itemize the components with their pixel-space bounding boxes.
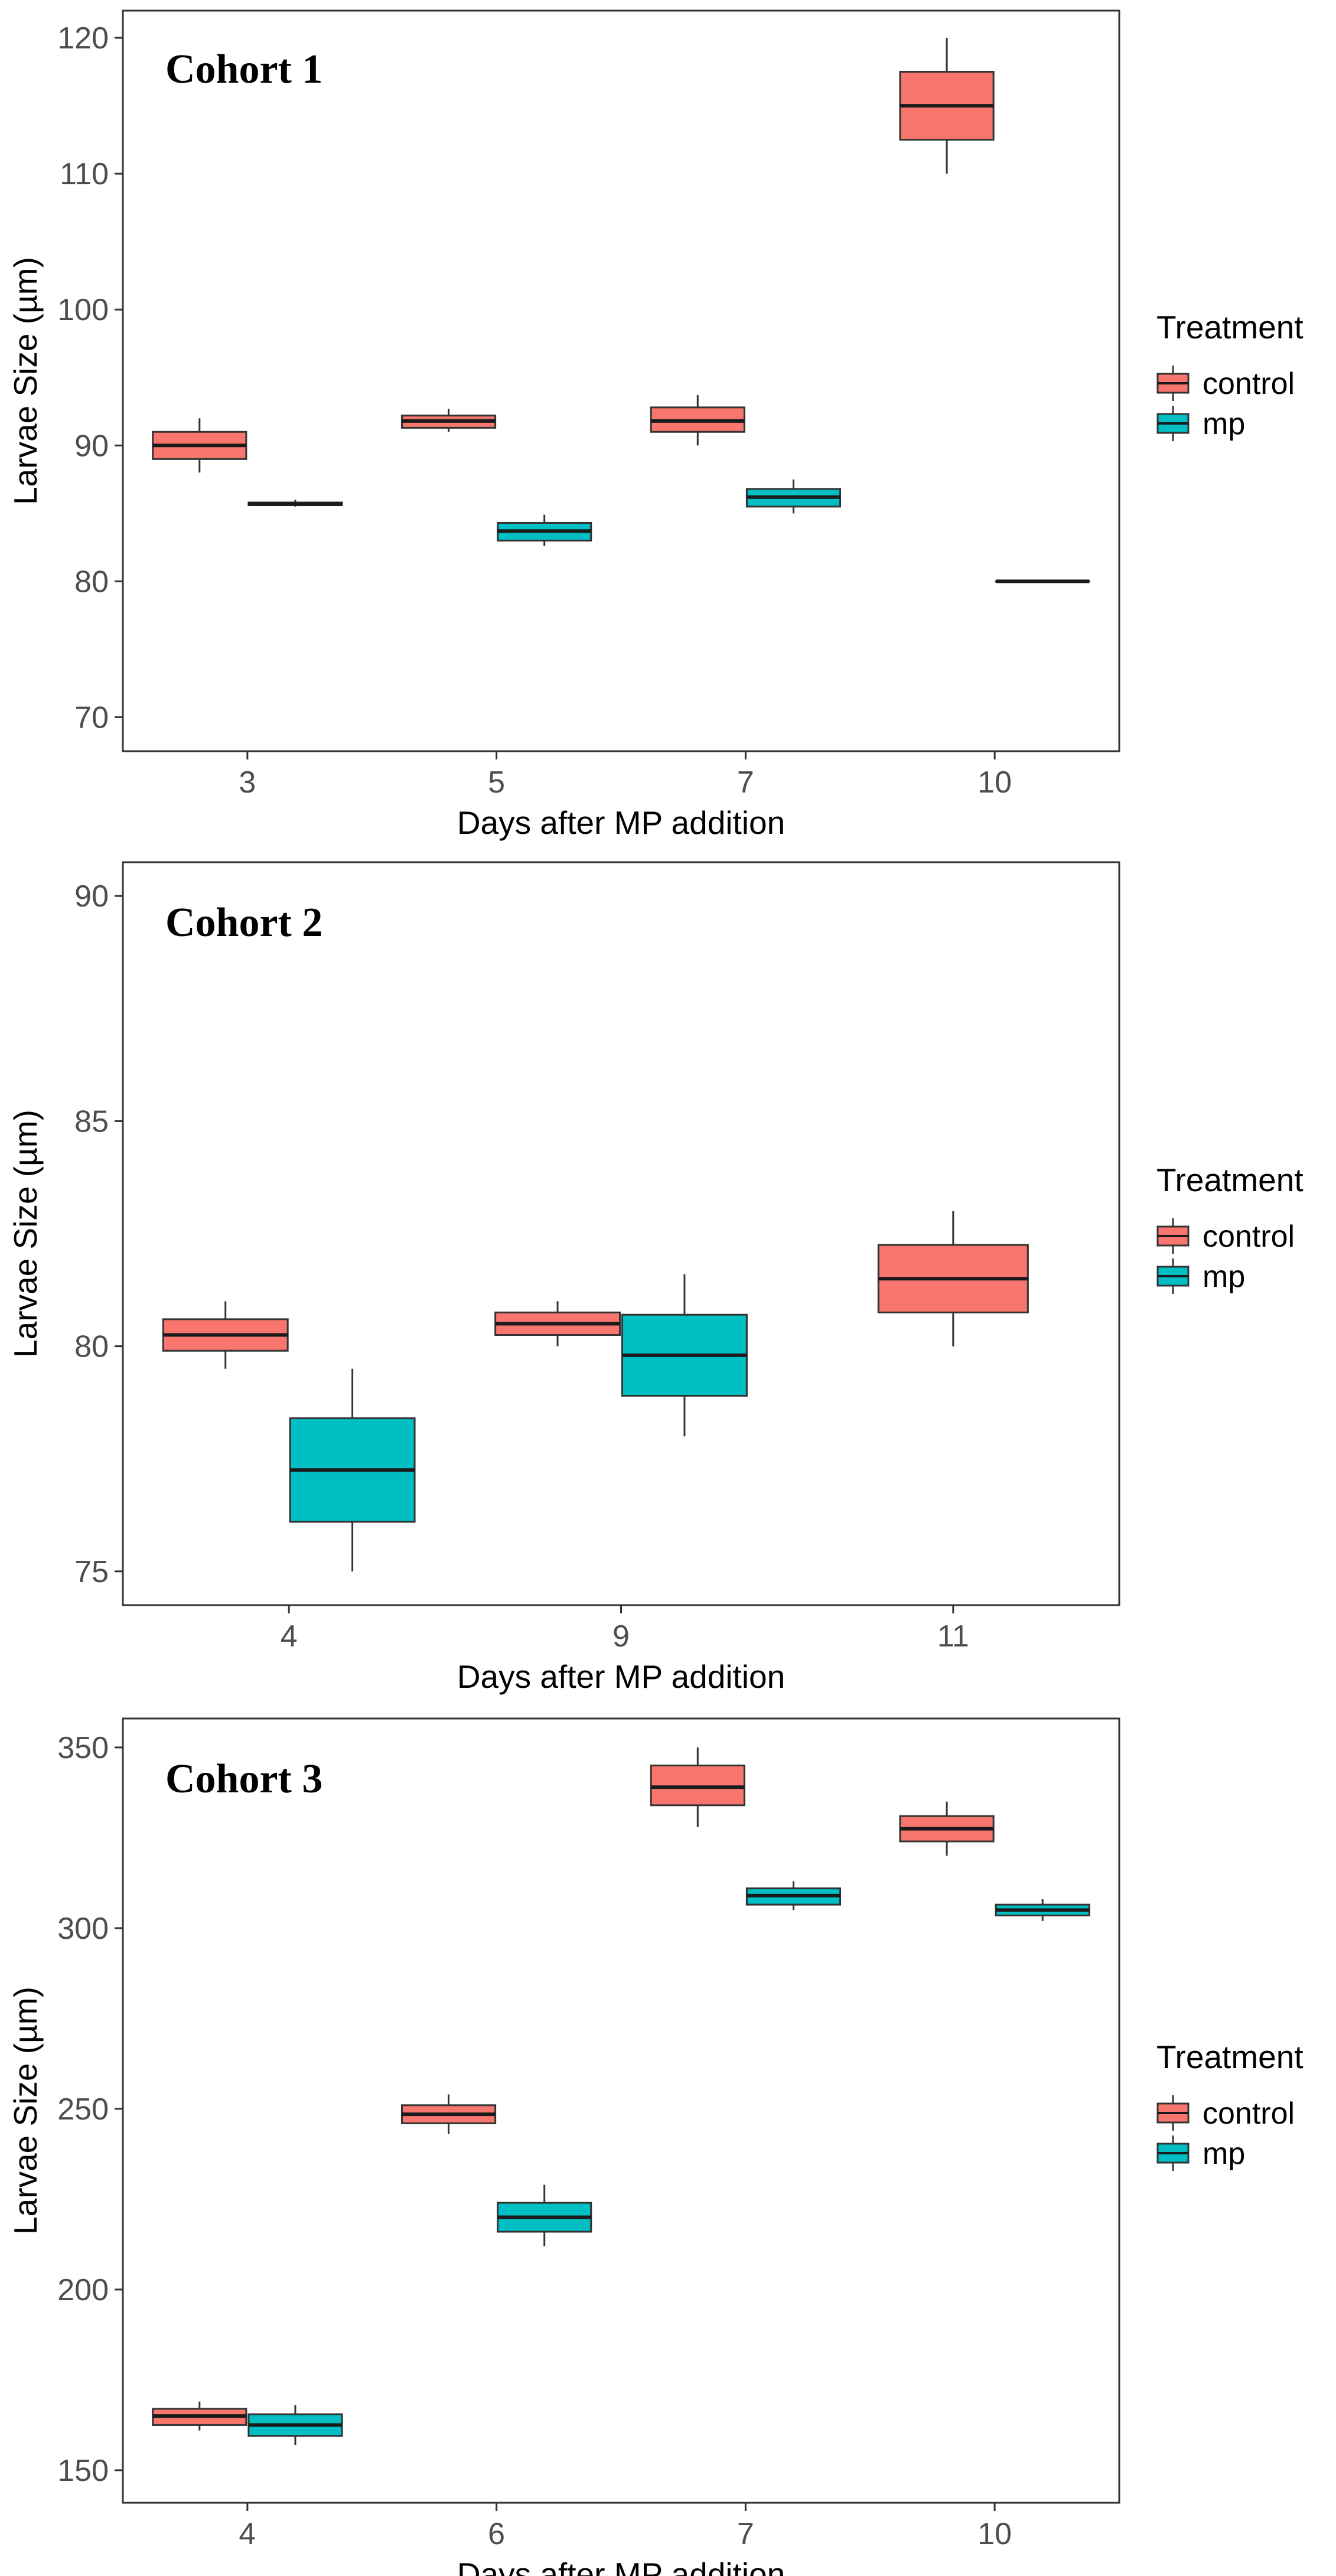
box-control-7 bbox=[650, 395, 745, 446]
y-axis-title: Larvae Size (µm) bbox=[7, 1987, 44, 2235]
panel-cohort-2: 75 80 85 90 4 9 11 Cohort 2 Days after MP additi… bbox=[7, 861, 1304, 1695]
box-control-10 bbox=[899, 1801, 995, 1856]
box-control-4 bbox=[152, 2401, 247, 2431]
y-axis-title: Larvae Size (µm) bbox=[7, 1110, 44, 1358]
legend: Treatment control mp bbox=[1156, 309, 1304, 441]
x-tick-label-3: 3 bbox=[239, 765, 256, 800]
y-tick-label-100: 100 bbox=[57, 293, 109, 327]
legend-key-control bbox=[1156, 366, 1190, 401]
box-mp-10 bbox=[995, 1899, 1090, 1921]
x-tick-label-10: 10 bbox=[977, 2517, 1012, 2551]
box-control-9 bbox=[494, 1301, 621, 1346]
panel-title: Cohort 3 bbox=[165, 1756, 322, 1802]
y-tick-label-90: 90 bbox=[74, 429, 109, 463]
y-tick-label-350: 350 bbox=[57, 1731, 109, 1765]
box-control-5 bbox=[400, 409, 497, 432]
y-tick-label-80: 80 bbox=[74, 1330, 109, 1364]
legend-title: Treatment bbox=[1156, 2039, 1304, 2075]
box-control-4 bbox=[162, 1301, 289, 1369]
y-tick-label-120: 120 bbox=[57, 21, 109, 56]
y-tick-label-80: 80 bbox=[74, 565, 109, 599]
legend-title: Treatment bbox=[1156, 1162, 1304, 1198]
legend: Treatment control mp bbox=[1156, 1162, 1304, 1294]
y-tick-label-250: 250 bbox=[57, 2092, 109, 2127]
box-control-3 bbox=[152, 418, 247, 473]
legend-key-mp bbox=[1156, 406, 1190, 441]
legend-key-mp bbox=[1156, 2135, 1190, 2171]
y-tick-label-75: 75 bbox=[74, 1555, 109, 1589]
x-tick-label-11: 11 bbox=[937, 1619, 969, 1654]
legend-title: Treatment bbox=[1156, 309, 1304, 345]
legend-key-control bbox=[1156, 1218, 1190, 1254]
box-control-10 bbox=[899, 38, 995, 174]
box-control-7 bbox=[650, 1747, 745, 1827]
plot-area bbox=[122, 861, 1120, 1606]
panel-title: Cohort 1 bbox=[165, 47, 322, 92]
box-control-11 bbox=[877, 1211, 1029, 1346]
y-tick-label-110: 110 bbox=[60, 157, 109, 191]
y-tick-label-90: 90 bbox=[74, 879, 109, 914]
box-mp-4 bbox=[289, 1368, 416, 1571]
x-tick-label-9: 9 bbox=[612, 1619, 630, 1654]
box-mp-5 bbox=[497, 514, 592, 546]
legend-label-control: control bbox=[1203, 367, 1295, 401]
x-axis-title: Days after MP addition bbox=[457, 804, 785, 841]
y-tick-label-150: 150 bbox=[57, 2454, 109, 2488]
box-mp-6 bbox=[497, 2184, 592, 2246]
x-tick-label-5: 5 bbox=[488, 765, 505, 800]
legend: Treatment control mp bbox=[1156, 2039, 1304, 2171]
y-tick-label-70: 70 bbox=[74, 700, 109, 735]
y-axis-title: Larvae Size (µm) bbox=[7, 257, 44, 505]
x-axis-title: Days after MP addition bbox=[457, 1658, 785, 1695]
legend-label-control: control bbox=[1203, 2096, 1295, 2131]
legend-label-mp: mp bbox=[1203, 2137, 1245, 2171]
y-tick-label-300: 300 bbox=[57, 1912, 109, 1946]
panel-title: Cohort 2 bbox=[165, 900, 322, 945]
box-body bbox=[650, 1765, 745, 1807]
plot-area bbox=[122, 1717, 1120, 2504]
y-tick-label-85: 85 bbox=[74, 1104, 109, 1139]
x-tick-label-7: 7 bbox=[737, 2517, 754, 2551]
box-mp-4 bbox=[247, 2405, 343, 2445]
box-control-6 bbox=[400, 2094, 497, 2134]
panel-cohort-3: 150 200 250 300 350 4 6 7 10 Cohort 3 Days after M… bbox=[7, 1717, 1304, 2576]
legend-key-mp bbox=[1156, 1258, 1190, 1294]
x-tick-label-4: 4 bbox=[239, 2517, 256, 2551]
x-tick-label-4: 4 bbox=[281, 1619, 298, 1654]
box-mp-3 bbox=[247, 500, 343, 507]
box-mp-7 bbox=[745, 479, 842, 514]
y-tick-label-200: 200 bbox=[57, 2273, 109, 2307]
legend-label-mp: mp bbox=[1203, 407, 1245, 441]
x-tick-label-10: 10 bbox=[977, 765, 1012, 800]
box-mp-10 bbox=[995, 579, 1090, 583]
x-axis-title: Days after MP addition bbox=[457, 2556, 785, 2576]
panel-cohort-1: 70 80 90 100 110 120 3 5 7 10 Cohort 1 Days after M… bbox=[7, 9, 1304, 841]
legend-key-control bbox=[1156, 2095, 1190, 2131]
x-tick-label-7: 7 bbox=[737, 765, 754, 800]
legend-label-mp: mp bbox=[1203, 1260, 1245, 1294]
box-mp-9 bbox=[621, 1274, 748, 1437]
x-tick-label-6: 6 bbox=[488, 2517, 505, 2551]
box-mp-7 bbox=[745, 1881, 842, 1910]
legend-label-control: control bbox=[1203, 1219, 1295, 1254]
